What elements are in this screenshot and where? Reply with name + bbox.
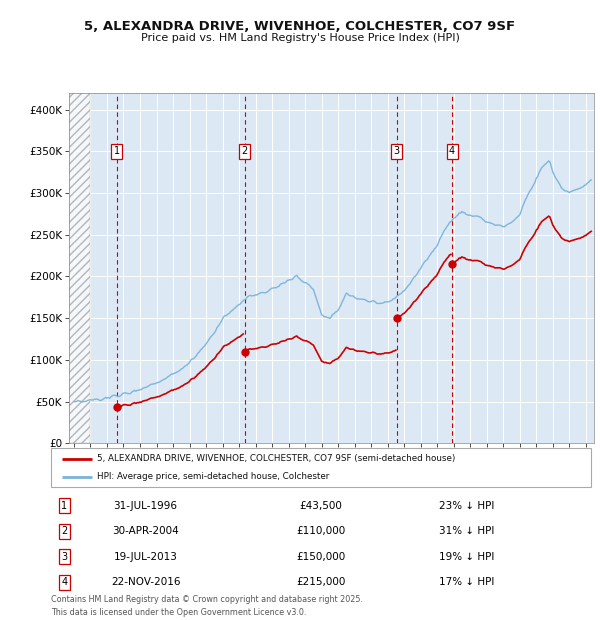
Text: 17% ↓ HPI: 17% ↓ HPI (439, 577, 494, 587)
Text: 19-JUL-2013: 19-JUL-2013 (113, 552, 178, 562)
FancyBboxPatch shape (51, 448, 591, 487)
Text: Price paid vs. HM Land Registry's House Price Index (HPI): Price paid vs. HM Land Registry's House … (140, 33, 460, 43)
Text: 1: 1 (61, 501, 68, 511)
Text: 31% ↓ HPI: 31% ↓ HPI (439, 526, 494, 536)
Text: 4: 4 (61, 577, 68, 587)
Text: 19% ↓ HPI: 19% ↓ HPI (439, 552, 494, 562)
Text: 2: 2 (61, 526, 68, 536)
Text: 3: 3 (394, 146, 400, 156)
Text: 3: 3 (61, 552, 68, 562)
Text: 22-NOV-2016: 22-NOV-2016 (111, 577, 180, 587)
Text: 2: 2 (241, 146, 248, 156)
Text: 4: 4 (449, 146, 455, 156)
Text: 30-APR-2004: 30-APR-2004 (112, 526, 179, 536)
Text: 5, ALEXANDRA DRIVE, WIVENHOE, COLCHESTER, CO7 9SF (semi-detached house): 5, ALEXANDRA DRIVE, WIVENHOE, COLCHESTER… (97, 454, 455, 463)
Text: HPI: Average price, semi-detached house, Colchester: HPI: Average price, semi-detached house,… (97, 472, 329, 482)
Text: 1: 1 (113, 146, 119, 156)
Text: Contains HM Land Registry data © Crown copyright and database right 2025.
This d: Contains HM Land Registry data © Crown c… (51, 595, 363, 617)
Text: 31-JUL-1996: 31-JUL-1996 (113, 501, 178, 511)
Text: £110,000: £110,000 (296, 526, 346, 536)
Text: £43,500: £43,500 (299, 501, 343, 511)
Bar (69, 93, 91, 443)
Text: £215,000: £215,000 (296, 577, 346, 587)
Text: £150,000: £150,000 (296, 552, 346, 562)
Text: 23% ↓ HPI: 23% ↓ HPI (439, 501, 494, 511)
Text: 5, ALEXANDRA DRIVE, WIVENHOE, COLCHESTER, CO7 9SF: 5, ALEXANDRA DRIVE, WIVENHOE, COLCHESTER… (85, 20, 515, 33)
